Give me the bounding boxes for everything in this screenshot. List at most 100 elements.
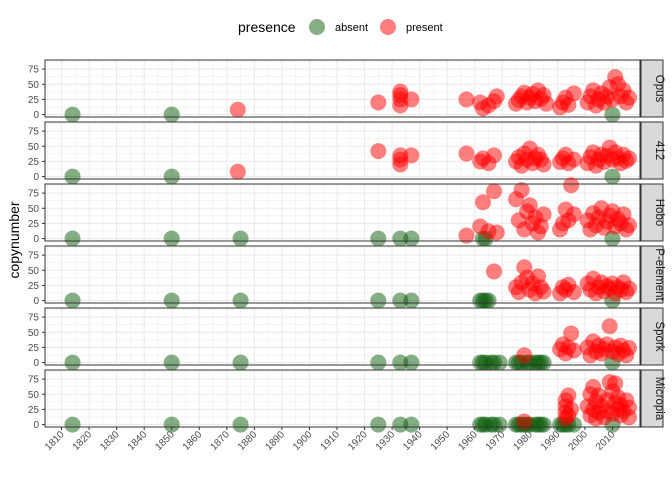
y-tick-label: 25 [28,95,40,106]
point-present [403,91,420,108]
panel-412: 0 25 50 75 412 [28,121,665,185]
point-absent [491,416,508,433]
point-absent [64,416,81,433]
facet-strip [640,369,664,428]
x-tick-label: 1910 [319,429,343,453]
panel-border [44,59,641,118]
point-present [620,217,637,234]
panel-border [44,369,641,428]
panel-p-element: 0 25 50 75 P-element [28,245,665,309]
point-present [392,147,409,164]
facet-strip-label: Micropia [653,377,665,421]
point-absent [403,416,420,433]
point-present [563,401,580,418]
point-absent [370,230,387,247]
x-tick-label: 1820 [71,429,95,453]
point-present [601,318,618,335]
point-present [565,85,582,102]
panel-border [44,121,641,180]
panel-border [44,307,641,366]
point-present [516,413,533,430]
legend-key-present [380,19,396,35]
point-absent [392,354,409,371]
point-present [516,347,533,364]
point-present [486,263,503,280]
point-absent [163,292,180,309]
y-tick-label: 50 [28,142,40,153]
panel-micropia: 0 25 50 75 Micropia [28,369,665,433]
y-tick-label: 50 [28,204,40,215]
facet-panels: 0 25 50 75 Opus 0 25 50 75 412 0 25 50 75 Hobo 0 25 50 75 P… [28,59,665,433]
y-axis-title: copynumber [6,201,22,278]
point-absent [232,354,249,371]
legend-title: presence [238,19,296,35]
y-tick-label: 0 [33,420,39,431]
x-tick-label: 2010 [594,429,618,453]
facet-strip [640,183,664,242]
point-absent [604,230,621,247]
point-absent [64,168,81,185]
point-absent [491,354,508,371]
point-present [563,177,580,194]
legend-label-absent: absent [335,22,368,34]
point-present [563,325,580,342]
y-tick-label: 75 [28,65,40,76]
x-tick-label: 1830 [98,429,122,453]
point-present [620,280,637,297]
point-present [535,283,552,300]
point-absent [535,354,552,371]
point-present [458,145,475,162]
point-present [565,284,582,301]
point-present [535,156,552,173]
point-present [474,194,491,211]
y-tick-label: 25 [28,281,40,292]
point-present [565,342,582,359]
y-tick-label: 25 [28,157,40,168]
point-absent [392,230,409,247]
y-tick-label: 50 [28,390,40,401]
facet-strip [640,59,664,118]
point-absent [163,168,180,185]
facet-strip-label: Hobo [653,199,665,227]
y-tick-label: 75 [28,375,40,386]
point-present [607,375,624,392]
y-tick-label: 25 [28,343,40,354]
point-absent [163,106,180,123]
point-present [488,224,505,241]
point-present [560,387,577,404]
x-tick-label: 1900 [291,429,315,453]
y-tick-label: 50 [28,328,40,339]
panel-hobo: 0 25 50 75 Hobo [28,177,665,247]
x-tick-label: 1950 [429,429,453,453]
legend-key-absent [309,19,325,35]
point-present [620,340,637,357]
legend-label-present: present [406,22,443,34]
point-present [370,94,387,111]
y-tick-label: 75 [28,189,40,200]
y-tick-label: 75 [28,251,40,262]
point-absent [64,292,81,309]
point-absent [480,292,497,309]
points [64,259,637,309]
y-tick-label: 0 [33,296,39,307]
y-tick-label: 0 [33,358,39,369]
x-tick-label: 1890 [264,429,288,453]
point-present [403,147,420,164]
x-tick-label: 1940 [401,429,425,453]
y-tick-label: 25 [28,405,40,416]
point-absent [403,230,420,247]
y-tick-label: 0 [33,172,39,183]
facet-strip-label: 412 [653,141,665,160]
point-absent [64,106,81,123]
point-present [565,151,582,168]
facet-strip [640,245,664,304]
x-tick-label: 1870 [208,429,232,453]
point-absent [403,292,420,309]
points [64,318,637,371]
x-tick-label: 1980 [511,429,535,453]
facet-strip [640,121,664,180]
x-tick-label: 1880 [236,429,260,453]
point-present [565,206,582,223]
y-tick-label: 50 [28,266,40,277]
